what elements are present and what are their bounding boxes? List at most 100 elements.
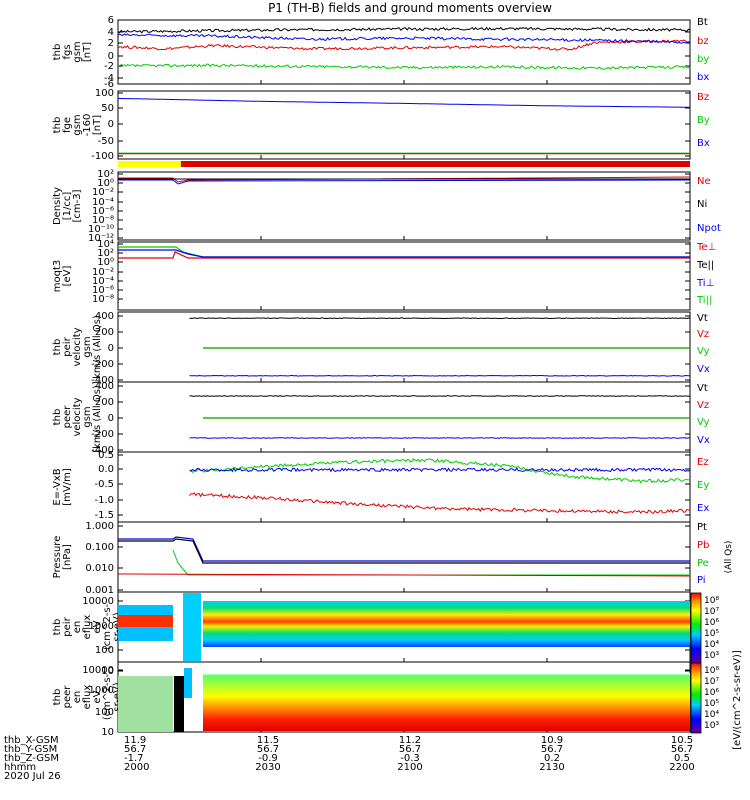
legend-entry: Vt <box>697 383 708 394</box>
y-tick-label: 10⁻² <box>92 187 114 198</box>
y-tick-label: 0 <box>108 119 114 130</box>
y-axis-label: thb <box>52 619 63 636</box>
legend-entry: Pb <box>697 540 709 551</box>
y-axis-label: fge <box>62 117 73 133</box>
series-vi-Vx <box>189 374 690 377</box>
y-axis-label: sr-eV) <box>112 682 123 711</box>
y-tick-label: 1.000 <box>85 521 114 532</box>
y-tick-label: 10⁻⁶ <box>92 206 114 217</box>
y-tick-label: 400 <box>95 381 114 392</box>
legend-entry: bx <box>697 72 709 83</box>
ephem-cell: -1.7 <box>124 753 144 764</box>
series-ve-Vt <box>189 395 691 397</box>
colorbar-tick: 10⁴ <box>704 640 719 650</box>
y-tick-label: 0.010 <box>85 563 114 574</box>
ephem-cell: 2100 <box>397 762 422 773</box>
y-axis-label: (cm^2-s- <box>102 673 113 720</box>
legend-entry: Vz <box>697 329 709 340</box>
y-tick-label: 10⁻¹⁰ <box>88 224 114 235</box>
legend-entry: Npot <box>697 223 721 234</box>
elec-spectrogram-spike <box>184 668 192 698</box>
y-tick-label: 0.5 <box>98 450 114 461</box>
y-tick-label: 10000 <box>82 596 114 607</box>
ephem-cell: 2130 <box>539 762 564 773</box>
colorbar-ion <box>690 592 702 664</box>
y-axis-label: thb <box>52 409 63 426</box>
y-axis-label: (cm^2-s- <box>102 603 113 650</box>
y-axis-label: peer <box>62 685 73 709</box>
y-axis-label: moqt3 <box>52 260 63 293</box>
mode-bar-red <box>180 161 691 167</box>
ephem-row-label: thb_Y-GSM <box>4 744 57 755</box>
ephem-cell: 11.9 <box>124 735 146 746</box>
series-ve-Vx <box>189 437 691 439</box>
y-axis-label: [cm-3] <box>72 189 83 222</box>
panel-frame <box>117 171 691 241</box>
legend-entry: Bt <box>697 17 708 28</box>
y-tick-label: 100 <box>95 88 114 99</box>
colorbar-tick: 10⁷ <box>704 607 719 617</box>
legend-entry: Ne <box>697 176 711 187</box>
colorbar-tick: 10³ <box>704 721 719 731</box>
series-vi-Vt <box>189 317 691 320</box>
panel-frame <box>117 381 691 453</box>
legend-entry: Vz <box>697 400 709 411</box>
y-tick-label: -200 <box>91 359 114 370</box>
y-tick-label: 10000 <box>82 665 114 676</box>
y-tick-label: -0.5 <box>94 479 114 490</box>
y-axis-label: [nPa] <box>62 544 73 570</box>
y-axis-label: Pressure <box>52 536 63 579</box>
y-tick-label: 10² <box>97 169 114 180</box>
ephem-cell: -0.3 <box>400 753 420 764</box>
y-axis-label: [mV/m] <box>62 468 73 506</box>
mode-bar-yellow <box>118 161 181 167</box>
y-tick-label: 0.100 <box>85 542 114 553</box>
series-efield-Ez <box>189 492 691 515</box>
y-tick-label: 10 <box>101 666 114 677</box>
legend-entry: Ti⊥ <box>696 278 714 289</box>
y-axis-label: en <box>72 691 83 704</box>
y-tick-label: 6 <box>108 15 114 26</box>
panel-frame <box>117 241 691 311</box>
y-axis-label: en <box>72 621 83 634</box>
series-fgs-bz <box>117 39 691 51</box>
y-axis-label: km/s (All Qs) <box>92 315 103 379</box>
y-tick-label: 10⁻⁸ <box>92 294 114 305</box>
ion-spectrogram <box>203 601 690 647</box>
y-tick-label: 4 <box>108 27 114 38</box>
ephem-cell: -0.9 <box>258 753 278 764</box>
elec-spectrogram <box>203 673 690 731</box>
y-tick-label: 10⁻⁶ <box>92 285 114 296</box>
y-tick-label: 10 <box>101 727 114 738</box>
y-axis-label: gsm <box>72 114 83 135</box>
ephem-cell: 11.5 <box>257 735 279 746</box>
ephem-row-label: 2020 Jul 26 <box>4 771 61 782</box>
series-efield-Ex <box>189 467 691 473</box>
y-axis-label: thb <box>52 44 63 61</box>
y-axis-label: sr-eV) <box>112 612 123 641</box>
series-fge-Bx <box>118 97 691 108</box>
ephem-cell: 56.7 <box>124 744 146 755</box>
ephem-cell: 11.2 <box>399 735 421 746</box>
y-tick-label: -2 <box>104 61 114 72</box>
panel-fge: 100 50 0 -50 -100 thb fge gsm -160 [nT] Bz By Bx <box>52 88 710 162</box>
y-tick-label: -400 <box>91 445 114 456</box>
colorbar-tick: 10⁷ <box>704 677 719 687</box>
series-fgs-by <box>117 63 691 70</box>
y-axis-label: velocity <box>72 397 83 436</box>
ephem-row-label: thb_Z-GSM <box>4 753 59 764</box>
y-tick-label: -1.5 <box>94 510 114 521</box>
ephem-cell: 2030 <box>255 762 280 773</box>
y-tick-label: 0 <box>108 51 114 62</box>
y-axis-label: [eV] <box>62 266 73 287</box>
y-axis-label: [1/cc] <box>62 192 73 221</box>
y-tick-label: -6 <box>104 79 114 90</box>
y-tick-label: 10² <box>97 248 114 259</box>
ephem-row-label: thb_X-GSM <box>4 735 59 746</box>
legend-entry: Pt <box>697 522 707 533</box>
y-tick-label: 0.0 <box>98 464 114 475</box>
y-tick-label: 100 <box>95 645 114 656</box>
ephem-cell: 2000 <box>124 762 149 773</box>
